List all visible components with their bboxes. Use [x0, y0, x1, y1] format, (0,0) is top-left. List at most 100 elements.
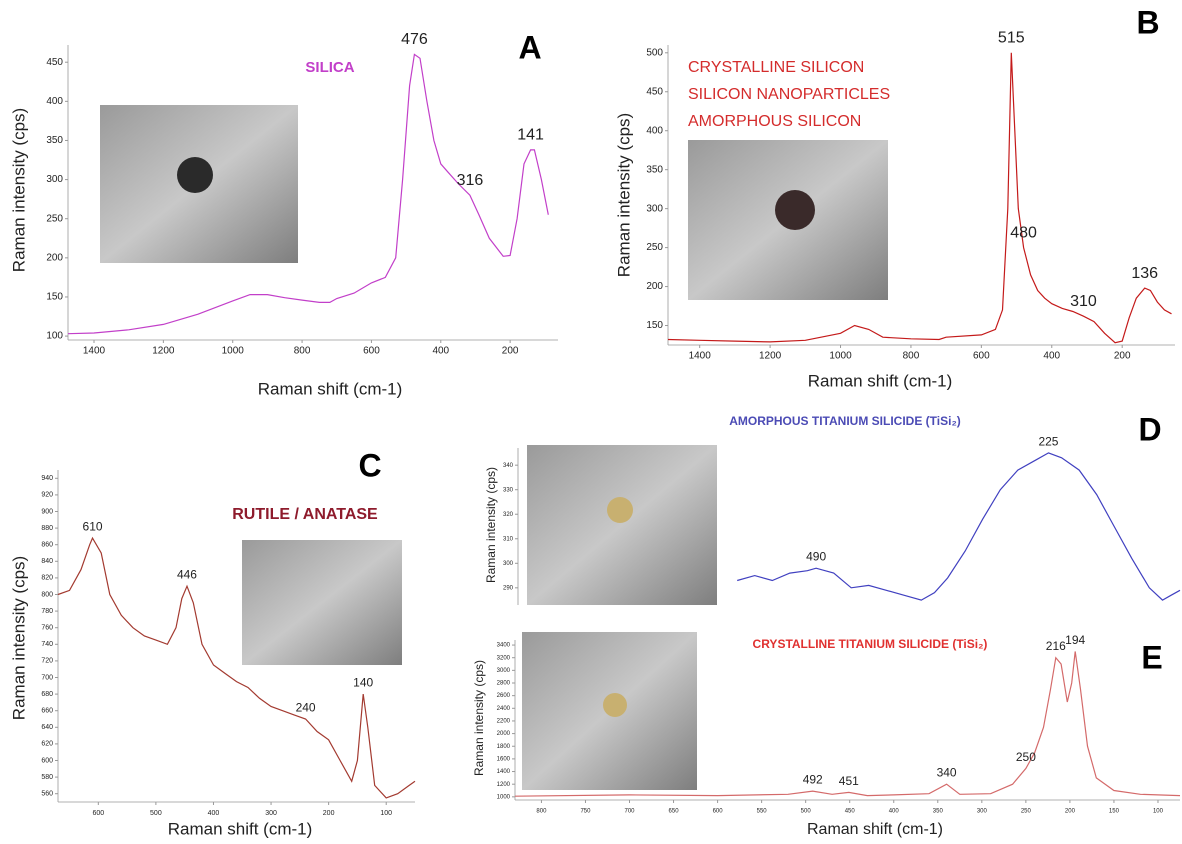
- y-tick-label: 290: [503, 585, 514, 591]
- peak-label: 194: [1065, 633, 1085, 647]
- y-tick-label: 640: [41, 724, 53, 731]
- y-tick-label: 310: [503, 536, 514, 542]
- peak-label: 451: [839, 774, 859, 788]
- peak-label: 216: [1046, 639, 1066, 653]
- inset-photo: [242, 540, 402, 665]
- y-tick-label: 300: [46, 174, 63, 185]
- panel-letter: A: [518, 29, 541, 65]
- y-tick-label: 1200: [497, 782, 511, 788]
- panel-title-line: SILICON NANOPARTICLES: [688, 86, 890, 103]
- x-tick-label: 600: [713, 809, 724, 815]
- x-tick-label: 650: [669, 809, 680, 815]
- x-tick-label: 400: [432, 346, 449, 357]
- y-tick-label: 400: [46, 96, 63, 107]
- y-tick-label: 330: [503, 487, 514, 493]
- y-tick-label: 680: [41, 691, 53, 698]
- y-tick-label: 880: [41, 525, 53, 532]
- y-tick-label: 350: [646, 164, 663, 175]
- y-tick-label: 800: [41, 591, 53, 598]
- x-tick-label: 1200: [152, 346, 175, 357]
- x-tick-label: 200: [502, 346, 519, 357]
- y-tick-label: 3200: [497, 655, 511, 661]
- inset-photo: [527, 445, 717, 605]
- panel-title: CRYSTALLINE TITANIUM SILICIDE (TiSi₂): [753, 637, 988, 651]
- x-tick-label: 200: [1114, 351, 1131, 362]
- y-tick-label: 2600: [497, 693, 511, 699]
- x-tick-label: 1400: [689, 351, 712, 362]
- y-tick-label: 400: [646, 125, 663, 136]
- y-tick-label: 2200: [497, 719, 511, 725]
- x-tick-label: 200: [1065, 809, 1076, 815]
- peak-label: 136: [1131, 265, 1158, 282]
- x-tick-label: 750: [580, 809, 591, 815]
- y-tick-label: 350: [46, 135, 63, 146]
- peak-label: 141: [517, 127, 544, 144]
- x-axis-label: Raman shift (cm-1): [258, 379, 403, 398]
- x-tick-label: 500: [150, 810, 162, 817]
- y-tick-label: 840: [41, 558, 53, 565]
- x-tick-label: 400: [889, 809, 900, 815]
- x-tick-label: 500: [801, 809, 812, 815]
- x-tick-label: 400: [1043, 351, 1060, 362]
- y-tick-label: 720: [41, 658, 53, 665]
- y-tick-label: 600: [41, 757, 53, 764]
- y-tick-label: 920: [41, 492, 53, 499]
- peak-label: 492: [803, 773, 823, 787]
- panel-title-line: AMORPHOUS SILICON: [688, 113, 861, 130]
- panel-title-line: CRYSTALLINE SILICON: [688, 59, 864, 76]
- y-axis-label: Raman intensity (cps): [472, 660, 486, 776]
- x-tick-label: 800: [536, 809, 547, 815]
- x-tick-label: 1400: [83, 346, 106, 357]
- y-tick-label: 150: [646, 320, 663, 331]
- x-tick-label: 400: [208, 810, 220, 817]
- y-tick-label: 900: [41, 508, 53, 515]
- panel-letter: E: [1141, 639, 1162, 675]
- y-tick-label: 620: [41, 741, 53, 748]
- particle: [607, 497, 633, 523]
- y-tick-label: 150: [46, 292, 63, 303]
- y-tick-label: 200: [46, 252, 63, 263]
- x-tick-label: 300: [265, 810, 277, 817]
- panel-title: SILICA: [305, 59, 354, 76]
- panel-letter: B: [1136, 4, 1159, 40]
- x-tick-label: 600: [92, 810, 104, 817]
- y-tick-label: 860: [41, 542, 53, 549]
- y-tick-label: 780: [41, 608, 53, 615]
- y-axis-label: Raman intensity (cps): [614, 113, 633, 277]
- y-tick-label: 2000: [497, 731, 511, 737]
- peak-label: 240: [296, 700, 316, 714]
- y-tick-label: 3400: [497, 643, 511, 649]
- peak-label: 316: [457, 172, 484, 189]
- y-tick-label: 450: [646, 86, 663, 97]
- x-tick-label: 600: [363, 346, 380, 357]
- particle: [603, 693, 627, 717]
- y-tick-label: 200: [646, 281, 663, 292]
- y-tick-label: 820: [41, 575, 53, 582]
- x-tick-label: 800: [294, 346, 311, 357]
- y-tick-label: 1400: [497, 769, 511, 775]
- x-tick-label: 250: [1021, 809, 1032, 815]
- y-tick-label: 760: [41, 625, 53, 632]
- panel-title: AMORPHOUS TITANIUM SILICIDE (TiSi₂): [729, 414, 961, 428]
- y-tick-label: 940: [41, 475, 53, 482]
- panel-title: RUTILE / ANATASE: [232, 506, 378, 523]
- particle: [177, 157, 213, 193]
- peak-label: 140: [353, 675, 373, 689]
- y-tick-label: 1800: [497, 744, 511, 750]
- y-tick-label: 1000: [497, 794, 511, 800]
- y-tick-label: 300: [503, 561, 514, 567]
- x-tick-label: 350: [933, 809, 944, 815]
- y-tick-label: 340: [503, 463, 514, 469]
- y-tick-label: 1600: [497, 756, 511, 762]
- x-tick-label: 450: [845, 809, 856, 815]
- peak-label: 476: [401, 31, 428, 48]
- panel-letter: D: [1138, 411, 1161, 447]
- panel-letter: C: [358, 447, 381, 483]
- y-tick-label: 2800: [497, 681, 511, 687]
- x-tick-label: 1000: [829, 351, 852, 362]
- peak-label: 250: [1016, 750, 1036, 764]
- peak-label: 225: [1038, 434, 1058, 448]
- y-tick-label: 100: [46, 331, 63, 342]
- x-tick-label: 1200: [759, 351, 782, 362]
- x-axis-label: Raman shift (cm-1): [807, 821, 943, 838]
